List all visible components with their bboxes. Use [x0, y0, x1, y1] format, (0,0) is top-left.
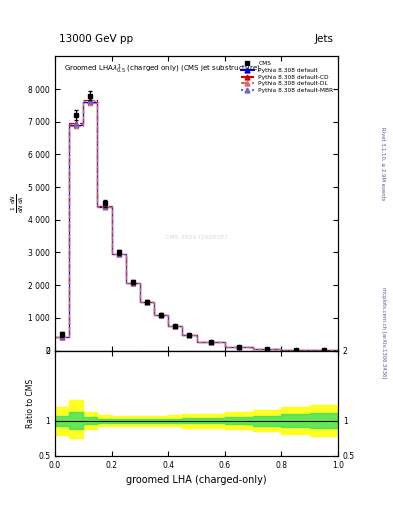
Text: 13000 GeV pp: 13000 GeV pp — [59, 33, 133, 44]
Y-axis label: $\frac{1}{\mathrm{d}N}\frac{\mathrm{d}N}{\mathrm{d}\lambda}$: $\frac{1}{\mathrm{d}N}\frac{\mathrm{d}N}… — [9, 194, 26, 213]
Text: Groomed LHA$\lambda^1_{0.5}$ (charged only) (CMS jet substructure): Groomed LHA$\lambda^1_{0.5}$ (charged on… — [64, 62, 260, 75]
Y-axis label: Ratio to CMS: Ratio to CMS — [26, 378, 35, 428]
X-axis label: groomed LHA (charged-only): groomed LHA (charged-only) — [126, 475, 267, 485]
Text: mcplots.cern.ch [arXiv:1306.3436]: mcplots.cern.ch [arXiv:1306.3436] — [381, 287, 386, 378]
Text: Rivet 3.1.10, ≥ 2.9M events: Rivet 3.1.10, ≥ 2.9M events — [381, 127, 386, 201]
Text: CMS 2021 I1920187: CMS 2021 I1920187 — [165, 235, 228, 240]
Text: Jets: Jets — [315, 33, 334, 44]
Legend: CMS, Pythia 8.308 default, Pythia 8.308 default-CD, Pythia 8.308 default-DL, Pyt: CMS, Pythia 8.308 default, Pythia 8.308 … — [239, 59, 335, 95]
